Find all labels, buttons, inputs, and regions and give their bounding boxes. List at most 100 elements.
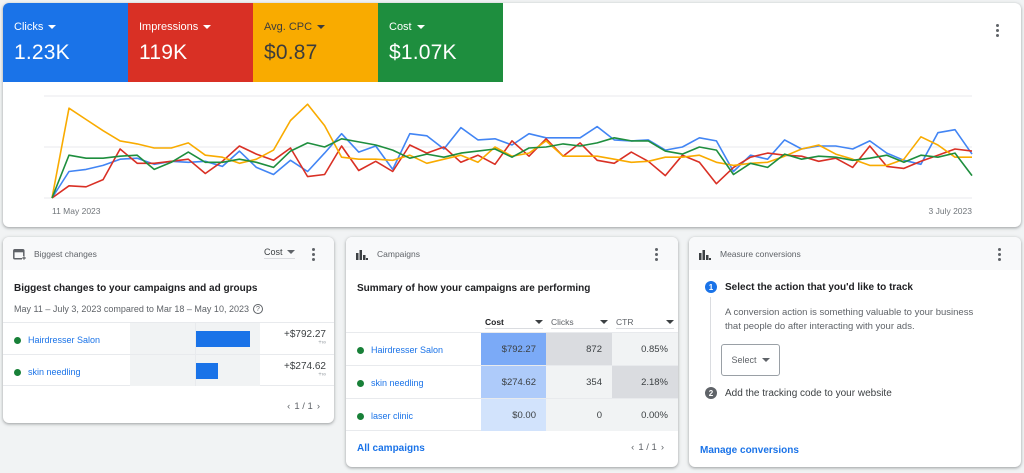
caret-down-icon	[286, 250, 295, 254]
caret-down-icon	[317, 25, 326, 29]
calendar-add-icon	[13, 248, 27, 260]
metric-tile-avg-cpc[interactable]: Avg. CPC $0.87	[253, 3, 378, 82]
biggest-changes-card: Biggest changes Cost Biggest changes to …	[3, 237, 334, 423]
metric-tile-cost[interactable]: Cost $1.07K	[378, 3, 503, 82]
card-header-title: Measure conversions	[720, 248, 801, 259]
ctr-cell: 0.85%	[612, 333, 678, 365]
campaign-link[interactable]: Hairdresser Salon	[371, 345, 444, 355]
card-header-title: Biggest changes	[34, 248, 97, 259]
series-line-clicks	[51, 125, 973, 199]
card-header: Measure conversions	[689, 237, 1021, 270]
campaigns-card: Campaigns Summary of how your campaigns …	[346, 237, 678, 467]
cost-cell: $274.62	[481, 366, 546, 398]
cost-cell: $0.00	[481, 399, 546, 431]
column-header-ctr[interactable]: CTR	[616, 315, 674, 329]
date-range: May 11 – July 3, 2023 compared to Mar 18…	[14, 304, 263, 314]
metric-value: $0.87	[264, 41, 318, 64]
more-options-icon[interactable]	[992, 245, 1006, 263]
caret-down-icon	[535, 319, 543, 324]
performance-line-chart[interactable]	[3, 3, 1021, 227]
metric-label: Cost	[389, 21, 412, 33]
more-options-icon[interactable]	[990, 21, 1004, 39]
metric-tiles: Clicks 1.23K Impressions 119K Avg. CPC $…	[3, 3, 503, 82]
campaign-link[interactable]: skin needling	[28, 367, 81, 377]
pagination: ‹ 1 / 1 ›	[631, 442, 664, 453]
series-line-cost	[51, 137, 973, 199]
divider	[195, 323, 196, 354]
step-2-badge: 2	[705, 387, 717, 399]
measure-conversions-card: Measure conversions 1 Select the action …	[689, 237, 1021, 467]
table-row: Hairdresser Salon $792.27 872 0.85%	[346, 332, 678, 365]
caret-down-icon	[203, 25, 212, 29]
change-value: +$792.27	[284, 329, 326, 340]
conversion-action-select[interactable]: Select	[721, 344, 780, 376]
column-header-label: Cost	[485, 316, 504, 327]
chevron-left-icon[interactable]: ‹	[631, 442, 635, 453]
select-label: Select	[731, 355, 757, 365]
card-title: Biggest changes to your campaigns and ad…	[14, 283, 258, 294]
change-percent: +∞	[318, 340, 326, 346]
status-dot-enabled	[357, 379, 364, 387]
bar-chart-icon	[699, 248, 713, 260]
campaign-link[interactable]: laser clinic	[371, 411, 414, 421]
step-2-title: Add the tracking code to your website	[725, 388, 892, 399]
help-icon[interactable]: ?	[252, 304, 263, 314]
metric-value: $1.07K	[389, 41, 457, 64]
card-header-title: Campaigns	[377, 248, 420, 259]
all-campaigns-link[interactable]: All campaigns	[357, 443, 425, 454]
caret-down-icon	[761, 358, 770, 362]
metric-value: 119K	[139, 41, 188, 64]
column-header-label: CTR	[616, 316, 634, 327]
metric-tile-impressions[interactable]: Impressions 119K	[128, 3, 253, 82]
series-line-avg-cpc	[51, 103, 972, 199]
column-header-clicks[interactable]: Clicks	[551, 315, 608, 329]
chevron-right-icon[interactable]: ›	[660, 442, 664, 453]
page-indicator: 1 / 1	[638, 442, 657, 453]
card-title: Summary of how your campaigns are perfor…	[357, 283, 591, 294]
date-range-text: May 11 – July 3, 2023 compared to Mar 18…	[14, 304, 249, 314]
campaign-link[interactable]: Hairdresser Salon	[28, 335, 101, 345]
pagination: ‹ 1 / 1 ›	[287, 401, 320, 412]
x-axis-start-label: 11 May 2023	[52, 206, 101, 216]
manage-conversions-link[interactable]: Manage conversions	[700, 445, 799, 456]
change-percent: +∞	[318, 372, 326, 378]
cost-cell: $792.27	[481, 333, 546, 365]
change-value: +$274.62	[284, 361, 326, 372]
metric-value: 1.23K	[14, 41, 70, 64]
performance-overview-card: Clicks 1.23K Impressions 119K Avg. CPC $…	[3, 3, 1021, 227]
table-row: Hairdresser Salon +$792.27 +∞	[3, 322, 334, 354]
metric-label: Avg. CPC	[264, 21, 313, 33]
campaign-link[interactable]: skin needling	[371, 378, 424, 388]
change-bar	[196, 331, 250, 347]
card-header: Biggest changes Cost	[3, 237, 334, 270]
ctr-cell: 2.18%	[612, 366, 678, 398]
step-1-description: A conversion action is something valuabl…	[725, 306, 973, 334]
table-row: laser clinic $0.00 0 0.00%	[346, 398, 678, 431]
description-line: that people do after interacting with yo…	[725, 321, 915, 332]
metric-tile-clicks[interactable]: Clicks 1.23K	[3, 3, 128, 82]
chevron-right-icon[interactable]: ›	[316, 401, 320, 412]
divider	[195, 355, 196, 386]
status-dot-enabled	[357, 346, 364, 354]
clicks-cell: 0	[546, 399, 612, 431]
caret-down-icon	[416, 25, 425, 29]
page-indicator: 1 / 1	[294, 401, 313, 412]
clicks-cell: 354	[546, 366, 612, 398]
metric-dropdown-label: Cost	[264, 247, 283, 257]
metric-dropdown[interactable]: Cost	[264, 247, 295, 259]
status-dot-enabled	[14, 368, 21, 376]
more-options-icon[interactable]	[649, 245, 663, 263]
chevron-left-icon[interactable]: ‹	[287, 401, 291, 412]
step-1-title: Select the action that you'd like to tra…	[725, 282, 913, 293]
column-header-cost[interactable]: Cost	[485, 315, 543, 329]
more-options-icon[interactable]	[306, 245, 320, 263]
step-connector	[710, 297, 711, 384]
table-row: skin needling $274.62 354 2.18%	[346, 365, 678, 398]
clicks-cell: 872	[546, 333, 612, 365]
column-header-label: Clicks	[551, 316, 574, 327]
step-1-badge: 1	[705, 281, 717, 293]
table-row: skin needling +$274.62 +∞	[3, 354, 334, 386]
bar-chart-icon	[356, 248, 370, 260]
status-dot-enabled	[14, 336, 21, 344]
metric-label: Clicks	[14, 21, 44, 33]
